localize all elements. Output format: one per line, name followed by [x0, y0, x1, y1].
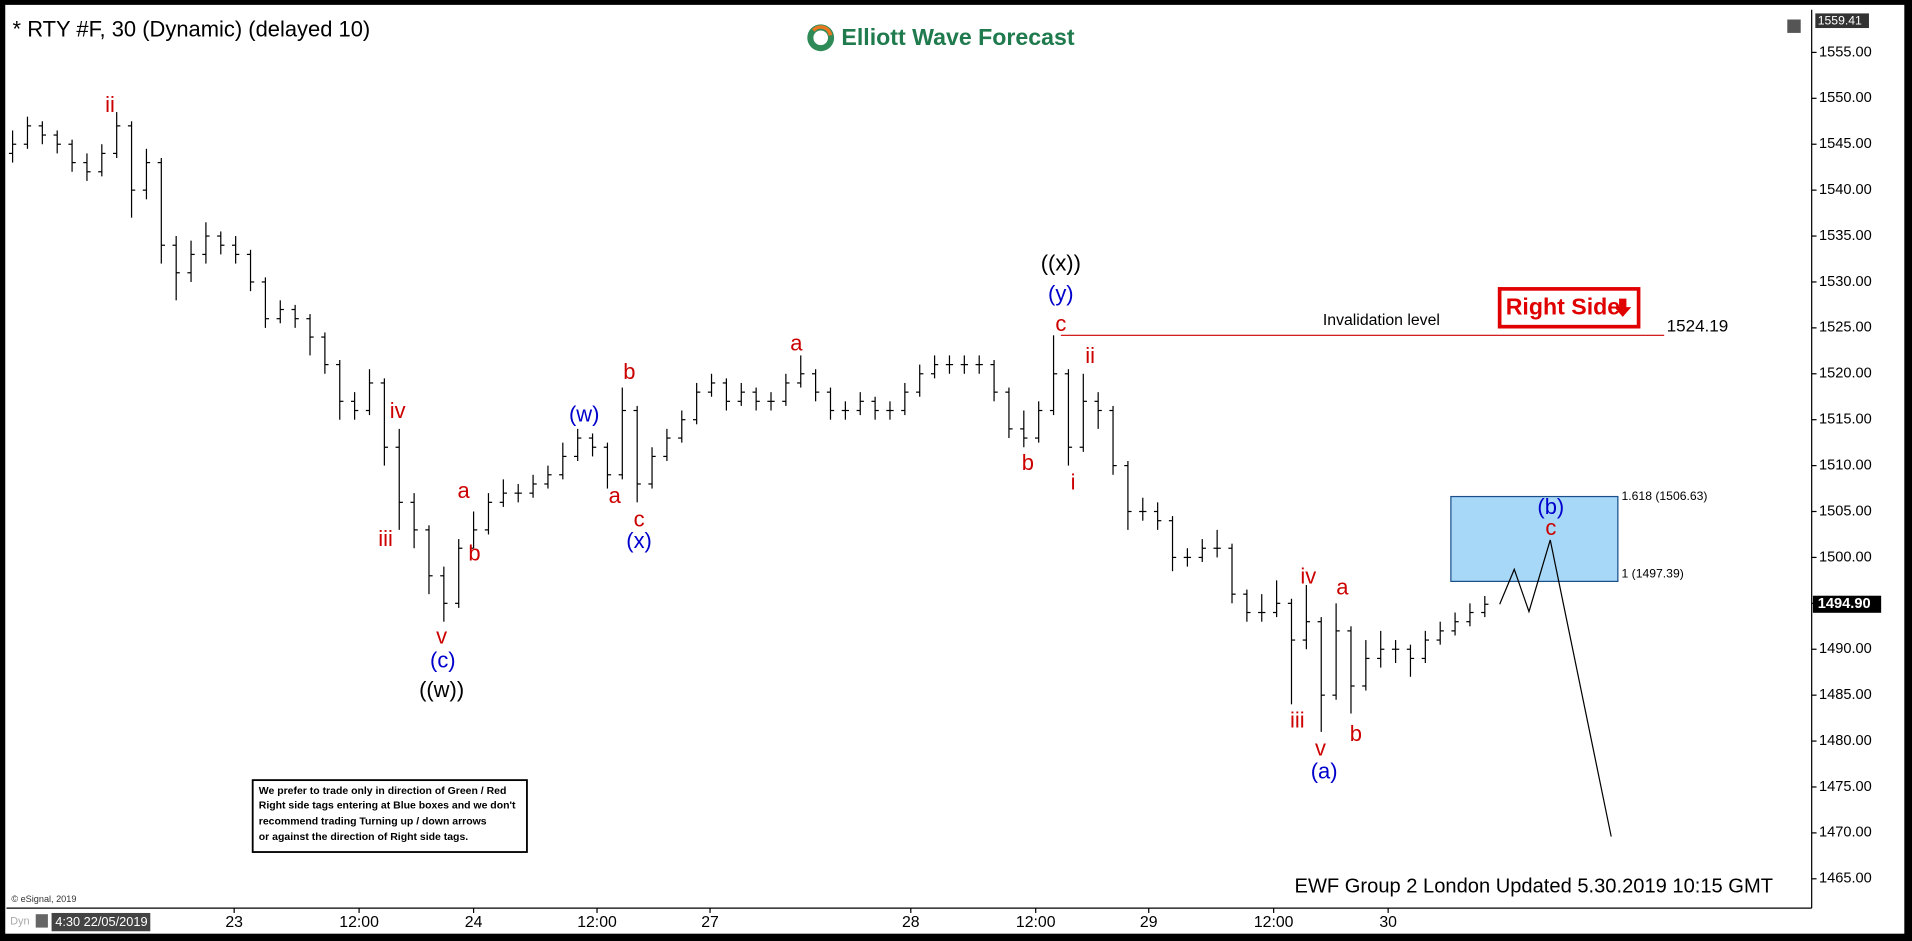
down-arrow [1614, 298, 1632, 317]
last-price-box [1812, 595, 1882, 613]
y-tick-label: 1505.00 [1819, 503, 1872, 519]
y-tick-label: 1550.00 [1819, 90, 1872, 106]
copyright: © eSignal, 2019 [11, 894, 76, 904]
wave-label: ii [1085, 343, 1095, 368]
y-tick-label: 1535.00 [1819, 228, 1872, 244]
window-icon[interactable] [1787, 19, 1801, 33]
logo-text: Elliott Wave Forecast [841, 24, 1074, 50]
wave-label: iv [390, 398, 406, 423]
right-side-text: Right Side [1506, 293, 1621, 319]
wave-label: iii [1290, 707, 1305, 732]
wave-label: i [1071, 470, 1076, 495]
wave-label: (y) [1048, 281, 1074, 306]
x-tick-label: 29 [1140, 914, 1158, 931]
x-tick-label: 23 [225, 914, 243, 931]
target-box [1450, 495, 1619, 582]
cursor-time: 4:30 22/05/2019 [55, 914, 147, 929]
x-tick-label: 12:00 [1254, 914, 1294, 931]
wave-label: a [609, 483, 622, 508]
y-tick-label: 1530.00 [1819, 274, 1872, 290]
wave-label: c [634, 506, 645, 531]
wave-label: iv [1300, 564, 1316, 589]
x-tick-label: 28 [902, 914, 920, 931]
box-bottom-label: 1 (1497.39) [1622, 566, 1684, 580]
wave-label: (c) [430, 648, 456, 673]
footer: EWF Group 2 London Updated 5.30.2019 10:… [1295, 876, 1773, 898]
wave-label: b [1022, 450, 1034, 475]
y-tick-label: 1480.00 [1819, 733, 1872, 749]
y-tick-label: 1515.00 [1819, 412, 1872, 428]
x-tick-label: 30 [1379, 914, 1397, 931]
disclaimer: We prefer to trade only in direction of … [251, 779, 528, 853]
y-tick-label: 1510.00 [1819, 457, 1872, 473]
last-price-label: 1494.90 [1818, 596, 1871, 612]
wave-label: b [468, 540, 480, 565]
y-tick-label: 1540.00 [1819, 182, 1872, 198]
disclaimer-line: We prefer to trade only in direction of … [259, 786, 507, 797]
invalidation-value: 1524.19 [1667, 316, 1729, 335]
y-tick-label: 1465.00 [1819, 871, 1872, 887]
y-tick-label: 1485.00 [1819, 687, 1872, 703]
y-tick-label: 1525.00 [1819, 320, 1872, 336]
wave-label: c [1055, 311, 1066, 336]
disclaimer-line: Right side tags entering at Blue boxes a… [259, 800, 516, 811]
y-tick-label: 1475.00 [1819, 779, 1872, 795]
chart-title: * RTY #F, 30 (Dynamic) (delayed 10) [13, 16, 371, 41]
top-price-label: 1559.41 [1818, 14, 1862, 28]
disclaimer-line: or against the direction of Right side t… [259, 832, 468, 843]
box-top-label: 1.618 (1506.63) [1622, 489, 1708, 503]
logo: Elliott Wave Forecast [807, 24, 1075, 52]
y-tick-label: 1500.00 [1819, 549, 1872, 565]
mode-icon[interactable] [35, 914, 48, 928]
top-price-box [1815, 13, 1869, 29]
wave-label: (w) [569, 401, 599, 426]
wave-label: a [457, 478, 470, 503]
wave-label: a [790, 331, 803, 356]
y-tick-label: 1490.00 [1819, 641, 1872, 657]
wave-label: ii [105, 92, 115, 117]
projection-path [1499, 539, 1612, 837]
y-tick-label: 1555.00 [1819, 44, 1872, 60]
mode-label: Dyn [10, 915, 30, 927]
wave-label: (a) [1311, 759, 1338, 784]
wave-label: (b) [1537, 494, 1564, 519]
wave-label: ((w)) [419, 677, 464, 702]
wave-label: v [436, 623, 447, 648]
y-tick-label: 1520.00 [1819, 366, 1872, 382]
wave-label: b [1350, 721, 1362, 746]
x-tick-label: 27 [701, 914, 719, 931]
wave-label: a [1336, 575, 1349, 600]
logo-arc [811, 25, 833, 36]
disclaimer-line: recommend trading Turning up / down arro… [259, 816, 487, 827]
wave-label: b [623, 359, 635, 384]
wave-label: ((x)) [1041, 250, 1081, 275]
wave-label: (x) [626, 528, 652, 553]
logo-icon-inner [813, 30, 829, 46]
wave-label: c [1545, 515, 1556, 540]
cursor-time-box [51, 912, 151, 932]
x-tick-label: 24 [465, 914, 483, 931]
y-tick-label: 1545.00 [1819, 136, 1872, 152]
y-tick-label: 1470.00 [1819, 825, 1872, 841]
invalidation-text: Invalidation level [1323, 312, 1440, 329]
right-side-tag: Right Side [1497, 287, 1641, 329]
disclaimer-box [251, 779, 528, 853]
wave-label: v [1315, 735, 1326, 760]
wave-label: iii [378, 526, 393, 551]
x-tick-label: 12:00 [577, 914, 617, 931]
x-tick-label: 12:00 [339, 914, 379, 931]
x-tick-label: 12:00 [1016, 914, 1056, 931]
canvas [5, 4, 1905, 934]
